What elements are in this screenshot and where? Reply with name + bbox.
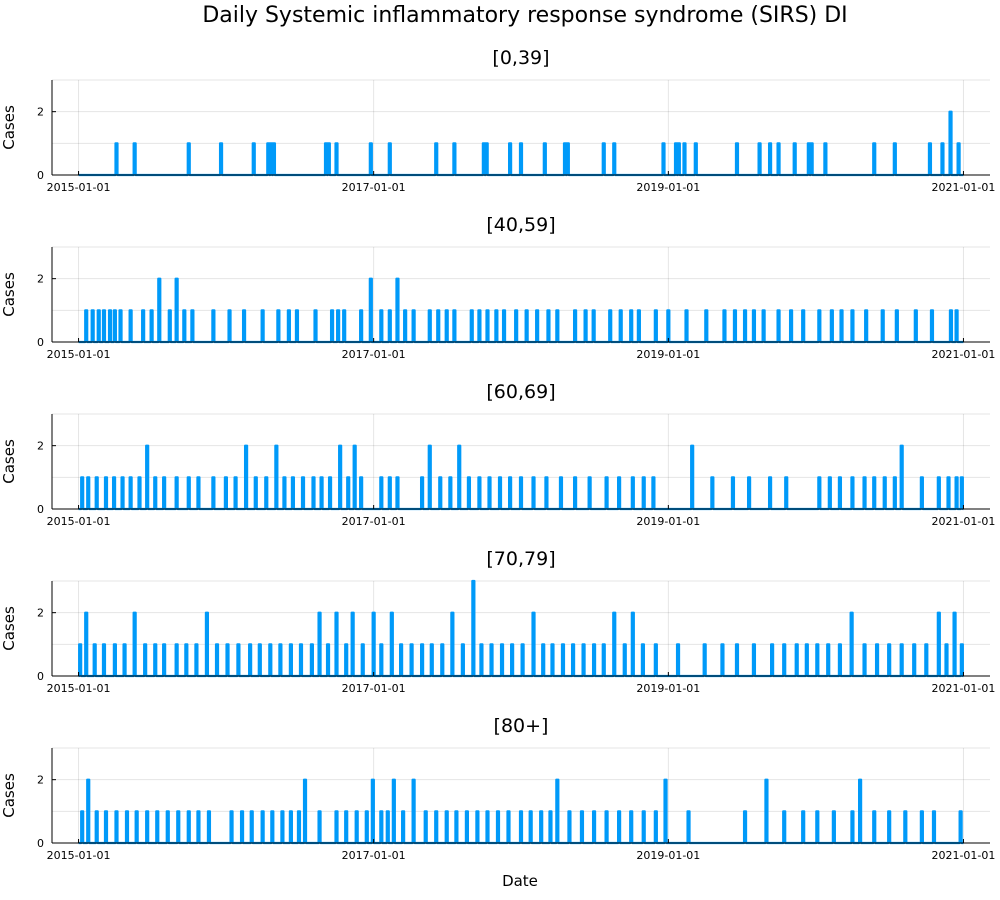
x-tick-label: 2021-01-01: [931, 348, 995, 361]
x-tick-label: 2021-01-01: [931, 515, 995, 528]
subplot-3: [70,79] Cases 0 2 2015-01-01 2017-01-01 2019-0…: [0, 548, 995, 695]
y-axis-label: Cases: [0, 439, 18, 484]
subplot-2: [60,69] Cases 0 2 2015-01-01 2017-01-01 2019-0…: [0, 381, 995, 528]
x-tick-label: 2015-01-01: [47, 181, 111, 194]
x-tick-label: 2019-01-01: [636, 348, 700, 361]
subplots: [0,39] Cases 0 2 2015-01-01 2017-01-01 2019-01…: [0, 47, 995, 862]
x-tick-label: 2017-01-01: [342, 682, 406, 695]
subplot-0: [0,39] Cases 0 2 2015-01-01 2017-01-01 2019-01…: [0, 47, 995, 194]
subplot-4: [80+] Cases 0 2 2015-01-01 2017-01-01 2019-01-…: [0, 715, 995, 862]
figure-title: Daily Systemic inflammatory response syn…: [202, 3, 847, 28]
y-axis-label: Cases: [0, 606, 18, 651]
x-axis-label: Date: [502, 872, 538, 890]
x-tick-label: 2017-01-01: [342, 849, 406, 862]
x-tick-label: 2021-01-01: [931, 682, 995, 695]
y-tick-label: 2: [37, 774, 44, 787]
x-tick-label: 2015-01-01: [47, 849, 111, 862]
x-tick-label: 2015-01-01: [47, 515, 111, 528]
subplot-title: [60,69]: [486, 381, 555, 403]
y-axis-label: Cases: [0, 773, 18, 818]
series-line: [78, 579, 964, 678]
y-tick-label: 0: [37, 336, 44, 349]
y-tick-label: 0: [37, 670, 44, 683]
y-axis-label: Cases: [0, 272, 18, 317]
x-tick-label: 2021-01-01: [931, 181, 995, 194]
subplot-title: [80+]: [494, 715, 549, 737]
x-tick-label: 2015-01-01: [47, 348, 111, 361]
x-tick-label: 2017-01-01: [342, 515, 406, 528]
x-tick-label: 2015-01-01: [47, 682, 111, 695]
x-tick-label: 2019-01-01: [636, 682, 700, 695]
x-tick-label: 2019-01-01: [636, 849, 700, 862]
y-axis-label: Cases: [0, 105, 18, 150]
subplot-1: [40,59] Cases 0 2 2015-01-01 2017-01-01 2019-0…: [0, 214, 995, 361]
subplot-title: [70,79]: [486, 548, 555, 570]
x-tick-label: 2017-01-01: [342, 348, 406, 361]
x-tick-label: 2019-01-01: [636, 181, 700, 194]
y-tick-label: 0: [37, 169, 44, 182]
y-tick-label: 2: [37, 607, 44, 620]
y-tick-label: 2: [37, 440, 44, 453]
y-tick-label: 0: [37, 503, 44, 516]
subplot-title: [0,39]: [492, 47, 549, 69]
x-tick-label: 2021-01-01: [931, 849, 995, 862]
subplot-title: [40,59]: [486, 214, 555, 236]
x-tick-label: 2019-01-01: [636, 515, 700, 528]
y-tick-label: 2: [37, 273, 44, 286]
y-tick-label: 0: [37, 837, 44, 850]
x-tick-label: 2017-01-01: [342, 181, 406, 194]
y-tick-label: 2: [37, 106, 44, 119]
